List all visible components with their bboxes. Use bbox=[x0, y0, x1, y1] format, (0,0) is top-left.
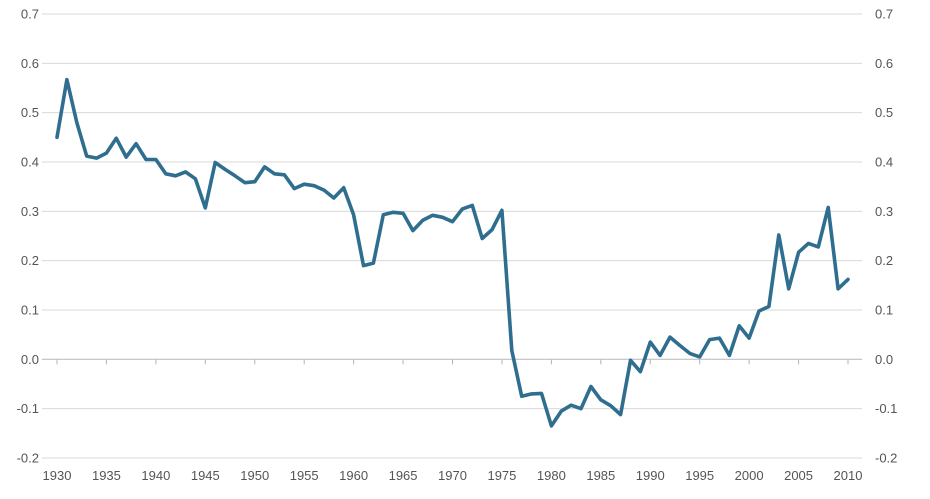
x-tick-label: 1990 bbox=[636, 468, 665, 483]
y-tick-label-right: -0.1 bbox=[875, 401, 897, 416]
x-tick-label: 1970 bbox=[438, 468, 467, 483]
y-tick-label-left: -0.2 bbox=[17, 451, 39, 466]
x-tick-label: 1935 bbox=[92, 468, 121, 483]
x-axis bbox=[42, 358, 862, 365]
y-tick-label-left: 0.6 bbox=[21, 56, 39, 71]
y-tick-label-left: 0.1 bbox=[21, 303, 39, 318]
y-tick-label-left: 0.4 bbox=[21, 155, 39, 170]
gridlines bbox=[42, 13, 862, 459]
x-tick-label: 1985 bbox=[586, 468, 615, 483]
x-tick-label: 1975 bbox=[487, 468, 516, 483]
y-tick-label-left: -0.1 bbox=[17, 401, 39, 416]
x-tick-label: 1960 bbox=[339, 468, 368, 483]
y-tick-label-right: -0.2 bbox=[875, 451, 897, 466]
y-axis-right-labels: 0.7 0.6 0.5 0.4 0.3 0.2 0.1 0.0 -0.1 -0.2 bbox=[875, 7, 897, 466]
x-tick-label: 2005 bbox=[784, 468, 813, 483]
x-tick-label: 1940 bbox=[141, 468, 170, 483]
x-tick-label: 1955 bbox=[290, 468, 319, 483]
y-axis-left-labels: 0.7 0.6 0.5 0.4 0.3 0.2 0.1 0.0 -0.1 -0.2 bbox=[17, 7, 39, 466]
y-tick-label-left: 0.7 bbox=[21, 7, 39, 22]
y-tick-label-right: 0.5 bbox=[875, 105, 893, 120]
x-tick-label: 1995 bbox=[685, 468, 714, 483]
x-tick-label: 2010 bbox=[834, 468, 863, 483]
series-layer bbox=[55, 77, 850, 428]
y-tick-label-right: 0.1 bbox=[875, 303, 893, 318]
y-tick-label-right: 0.0 bbox=[875, 352, 893, 367]
x-tick-label: 2000 bbox=[735, 468, 764, 483]
x-tick-label: 1930 bbox=[43, 468, 72, 483]
y-tick-label-right: 0.3 bbox=[875, 204, 893, 219]
series-line bbox=[55, 77, 850, 428]
y-tick-label-left: 0.5 bbox=[21, 105, 39, 120]
x-tick-label: 1945 bbox=[191, 468, 220, 483]
x-tick-label: 1965 bbox=[389, 468, 418, 483]
y-tick-label-left: 0.3 bbox=[21, 204, 39, 219]
y-tick-label-right: 0.7 bbox=[875, 7, 893, 22]
y-tick-label-right: 0.4 bbox=[875, 155, 893, 170]
x-tick-label: 1980 bbox=[537, 468, 566, 483]
y-tick-label-right: 0.2 bbox=[875, 253, 893, 268]
y-tick-label-left: 0.0 bbox=[21, 352, 39, 367]
y-tick-label-right: 0.6 bbox=[875, 56, 893, 71]
x-axis-labels: 1930 1935 1940 1945 1950 1955 1960 1965 1970 1975… bbox=[43, 468, 863, 483]
y-tick-label-left: 0.2 bbox=[21, 253, 39, 268]
x-tick-label: 1950 bbox=[240, 468, 269, 483]
